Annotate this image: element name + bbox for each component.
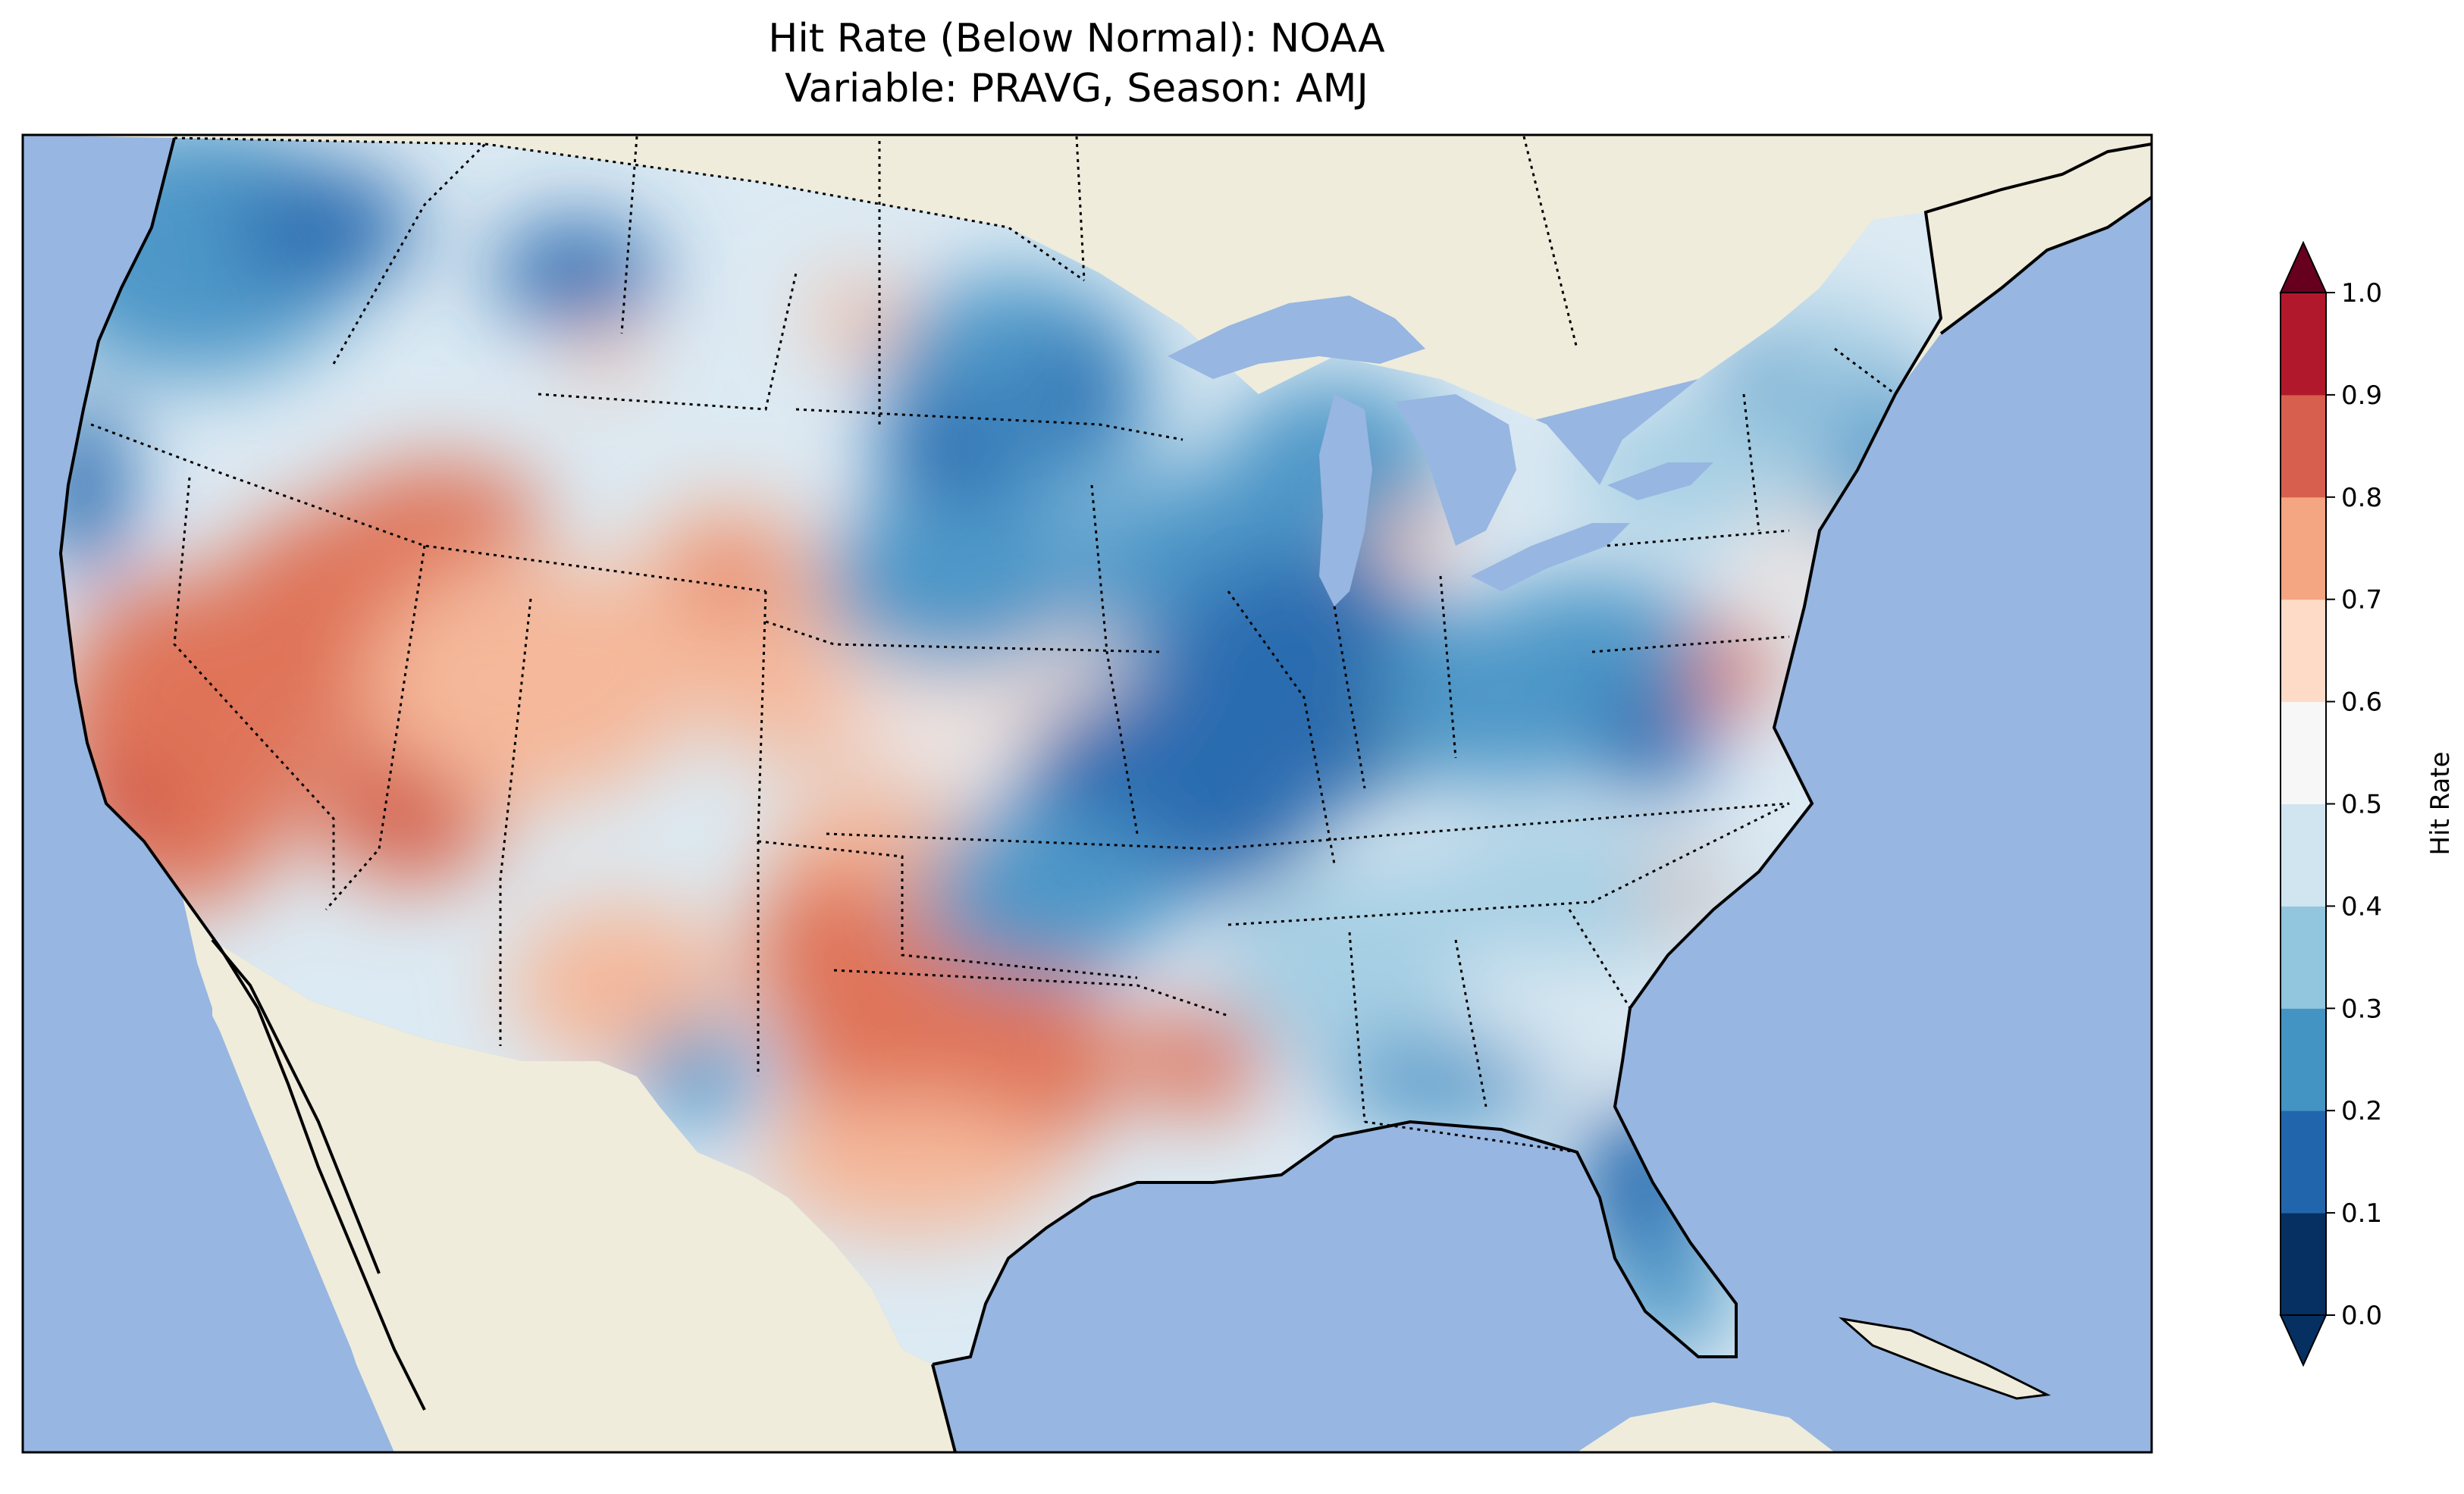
colorbar-tick-label: 1.0 xyxy=(2341,278,2382,309)
colorbar-label: Hit Rate xyxy=(2425,751,2456,855)
lake-superior xyxy=(1168,296,1425,379)
colorbar-bin xyxy=(2281,803,2326,907)
colorbar-bin xyxy=(2281,906,2326,1009)
baja-peninsula xyxy=(182,894,425,1425)
lake-erie xyxy=(1471,523,1630,591)
title-line-1: Hit Rate (Below Normal): NOAA xyxy=(768,16,1385,61)
great-lakes xyxy=(1168,296,1713,606)
colorbar-upper-extend xyxy=(2279,240,2328,293)
colorbar-tick-label: 0.9 xyxy=(2341,381,2382,411)
colorbar-lower-extend xyxy=(2279,1314,2328,1367)
map-title: Hit Rate (Below Normal): NOAA Variable: … xyxy=(0,14,2153,114)
mexico-landmass xyxy=(212,940,955,1452)
yucatan xyxy=(1577,1402,1835,1452)
title-line-2: Variable: PRAVG, Season: AMJ xyxy=(785,66,1368,111)
coastlines xyxy=(58,137,2152,1452)
colorbar-bin xyxy=(2281,1110,2326,1214)
state-borders xyxy=(90,136,1896,1154)
colorbar-bin xyxy=(2281,599,2326,703)
colorbar-bin xyxy=(2281,293,2326,396)
colorbar-tick-label: 0.0 xyxy=(2341,1301,2382,1331)
colorbar-tick-label: 0.1 xyxy=(2341,1198,2382,1229)
colorbar-tick-label: 0.7 xyxy=(2341,585,2382,615)
canada-landmass xyxy=(23,135,2152,531)
map-frame xyxy=(21,133,2153,1454)
lake-huron xyxy=(1395,394,1516,546)
colorbar-ticks: 0.0 0.1 0.2 0.3 0.4 0.5 0.6 0.7 0.8 0.9 1.0 xyxy=(2326,278,2382,1331)
lake-ontario xyxy=(1607,462,1713,500)
colorbar-bin xyxy=(2281,1213,2326,1316)
colorbar-bin xyxy=(2281,701,2326,804)
cuba-island xyxy=(1839,1317,2052,1400)
hit-rate-field xyxy=(61,138,1941,1364)
colorbar-bin xyxy=(2281,1008,2326,1111)
colorbar-tick-label: 0.3 xyxy=(2341,994,2382,1024)
colorbar-tick-label: 0.4 xyxy=(2341,891,2382,922)
colorbar-bins xyxy=(2281,293,2326,1316)
colorbar-bin xyxy=(2281,496,2326,600)
colorbar-tick-label: 0.8 xyxy=(2341,483,2382,513)
colorbar-tick-label: 0.5 xyxy=(2341,790,2382,820)
colorbar-tick-label: 0.2 xyxy=(2341,1096,2382,1126)
map-area xyxy=(23,135,2152,1452)
colorbar-tick-label: 0.6 xyxy=(2341,687,2382,718)
colorbar-bin xyxy=(2281,394,2326,498)
lake-michigan xyxy=(1319,394,1372,606)
